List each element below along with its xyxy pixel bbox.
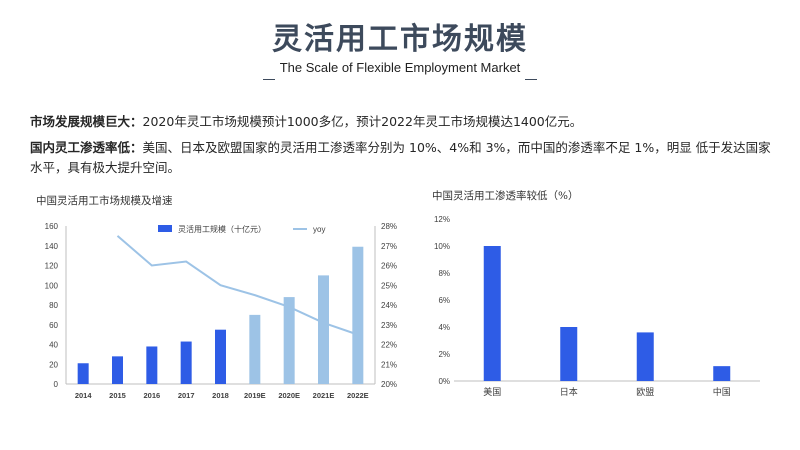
y-tick-label: 60 [49,321,58,330]
bar [352,246,364,384]
paragraph-market-size: 市场发展规模巨大：2020年灵工市场规模预计1000多亿，预计2022年灵工市场… [30,112,775,132]
paragraph-label: 市场发展规模巨大： [30,114,143,129]
y-tick-label: 8% [438,269,450,278]
page-title: 灵活用工市场规模 [272,22,528,57]
bar [215,329,226,384]
chart-title-market-size: 中国灵活用工市场规模及增速 [36,195,173,207]
y2-tick-label: 25% [381,281,397,290]
legend-label: 灵活用工规模（十亿元） [178,224,266,234]
y-tick-label: 12% [434,215,450,224]
x-tick-label: 欧盟 [636,386,654,397]
bar [483,246,501,381]
y-tick-label: 40 [49,341,58,350]
bar [636,332,654,381]
y-tick-label: 10% [434,242,450,251]
x-tick-label: 2019E [244,391,266,400]
x-tick-label: 2018 [212,391,229,400]
chart-title-penetration: 中国灵活用工渗透率较低（%） [432,190,579,202]
y-tick-label: 0 [54,380,59,389]
y2-tick-label: 24% [381,301,397,310]
y2-tick-label: 26% [381,262,397,271]
bar [112,356,123,384]
y2-tick-label: 23% [381,321,397,330]
paragraph-text: 美国、日本及欧盟国家的灵活用工渗透率分别为 10%、4%和 3%，而中国的渗透率… [30,140,771,175]
x-tick-label: 2014 [75,391,93,400]
y-tick-label: 100 [45,281,59,290]
y-tick-label: 4% [438,323,450,332]
subtitle-rule-left [263,79,275,80]
y-tick-label: 140 [45,242,59,251]
x-tick-label: 2020E [278,391,300,400]
x-tick-label: 2017 [178,391,195,400]
x-tick-label: 2016 [143,391,160,400]
bar [283,297,295,384]
y2-tick-label: 28% [381,222,397,231]
x-tick-label: 中国 [713,386,731,397]
legend-swatch-bar [158,225,172,232]
x-tick-label: 2021E [313,391,335,400]
y-tick-label: 160 [45,222,59,231]
y2-tick-label: 22% [381,341,397,350]
bar [77,363,89,384]
bar [146,346,158,384]
bar [249,314,261,384]
x-tick-label: 2022E [347,391,369,400]
y2-tick-label: 27% [381,242,397,251]
paragraph-penetration: 国内灵工渗透率低：美国、日本及欧盟国家的灵活用工渗透率分别为 10%、4%和 3… [30,138,775,178]
bar [560,327,578,381]
paragraph-label: 国内灵工渗透率低： [30,140,143,155]
y-tick-label: 20 [49,360,58,369]
subtitle-rule-right [525,79,537,80]
y-tick-label: 6% [438,296,450,305]
bar [713,366,731,381]
x-tick-label: 2015 [109,391,126,400]
y-tick-label: 120 [45,262,59,271]
legend-label: yoy [313,225,325,234]
y-tick-label: 0% [438,377,450,386]
y2-tick-label: 20% [381,380,397,389]
bar [180,341,192,384]
page-subtitle: The Scale of Flexible Employment Market [279,60,521,75]
series-line-yoy [116,235,359,336]
x-tick-label: 美国 [483,386,501,397]
y2-tick-label: 21% [381,360,397,369]
y-tick-label: 80 [49,301,58,310]
y-tick-label: 2% [438,350,450,359]
x-tick-label: 日本 [560,386,578,397]
paragraph-text: 2020年灵工市场规模预计1000多亿，预计2022年灵工市场规模达1400亿元… [142,114,583,129]
bar [318,275,329,384]
